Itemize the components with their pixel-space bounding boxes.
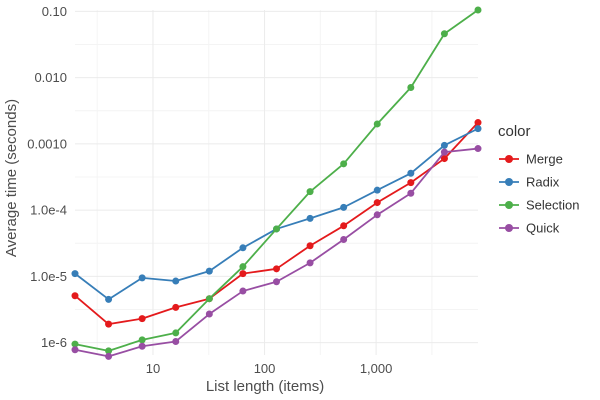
legend-key-marker [505,201,513,209]
data-point [71,340,79,348]
data-point [273,278,280,286]
y-tick-label: 1.0e-5 [30,269,67,284]
data-point [138,342,146,350]
data-point [440,30,448,38]
data-point [205,295,213,303]
data-point [373,186,381,194]
data-point [306,214,314,222]
x-tick-label: 100 [254,361,276,376]
series-layer [71,6,482,360]
data-point [71,292,79,300]
legend-item-selection: Selection [499,198,579,213]
series-line-radix [74,127,479,301]
y-axis-ticks: 1e-6 1.0e-5 1.0e-4 0.0010 0.010 0.10 [27,4,67,350]
data-point [407,83,415,91]
data-point [407,169,415,177]
series-line-quick [74,147,479,358]
minor-gridlines [75,10,478,355]
major-gridlines [75,10,478,355]
y-tick-label: 0.0010 [27,136,67,151]
data-point [105,320,113,328]
data-point [239,270,247,278]
data-point [474,119,482,127]
data-point [373,120,381,128]
data-point [340,236,348,244]
legend-label: Radix [526,175,560,190]
data-point [306,259,314,267]
legend-key-marker [505,178,513,186]
legend-item-quick: Quick [499,221,560,236]
x-axis-ticks: 10 100 1,000 [146,361,393,376]
legend-key-marker [505,224,513,232]
data-point [440,148,448,156]
y-tick-label: 1e-6 [41,335,67,350]
data-point [273,225,280,233]
data-point [340,160,348,168]
data-point [71,346,79,354]
data-point [172,329,180,337]
data-point [205,267,213,275]
data-point [407,189,415,197]
data-point [138,336,146,344]
data-point [440,155,448,163]
data-point [172,337,180,345]
series-line-merge [74,121,479,326]
data-point [340,203,348,211]
legend-key-marker [505,155,513,163]
data-point [373,199,381,207]
data-point [205,310,213,318]
data-point [440,141,448,149]
data-point [340,222,348,230]
legend-label: Merge [526,152,563,167]
data-point [138,315,146,323]
data-point [306,242,314,250]
legend-label: Selection [526,198,579,213]
y-tick-label: 1.0e-4 [30,203,67,218]
data-point [105,295,113,303]
legend: color Merge Radix Selection Quick [498,123,579,236]
data-point [239,287,247,295]
legend-label: Quick [526,221,560,236]
data-point [71,270,79,278]
x-axis-title: List length (items) [206,378,324,395]
data-point [105,352,113,360]
data-point [105,347,113,355]
data-point [273,265,280,273]
y-tick-label: 0.010 [34,70,67,85]
data-point [306,188,314,196]
data-point [172,303,180,311]
data-point [239,263,247,271]
series-line-selection [74,9,479,352]
data-point [172,277,180,285]
data-point [407,179,415,187]
data-point [138,274,146,282]
data-point [373,211,381,219]
series-quick [71,145,482,360]
y-tick-label: 0.10 [42,4,67,19]
legend-item-radix: Radix [499,175,560,190]
data-point [474,145,482,153]
data-point [474,125,482,133]
x-tick-label: 1,000 [360,361,393,376]
x-tick-label: 10 [146,361,160,376]
data-point [474,6,482,14]
series-selection [71,6,482,355]
data-point [239,244,247,252]
legend-title: color [498,123,531,140]
legend-item-merge: Merge [499,152,563,167]
series-merge [71,119,482,328]
y-axis-title: Average time (seconds) [3,99,20,257]
